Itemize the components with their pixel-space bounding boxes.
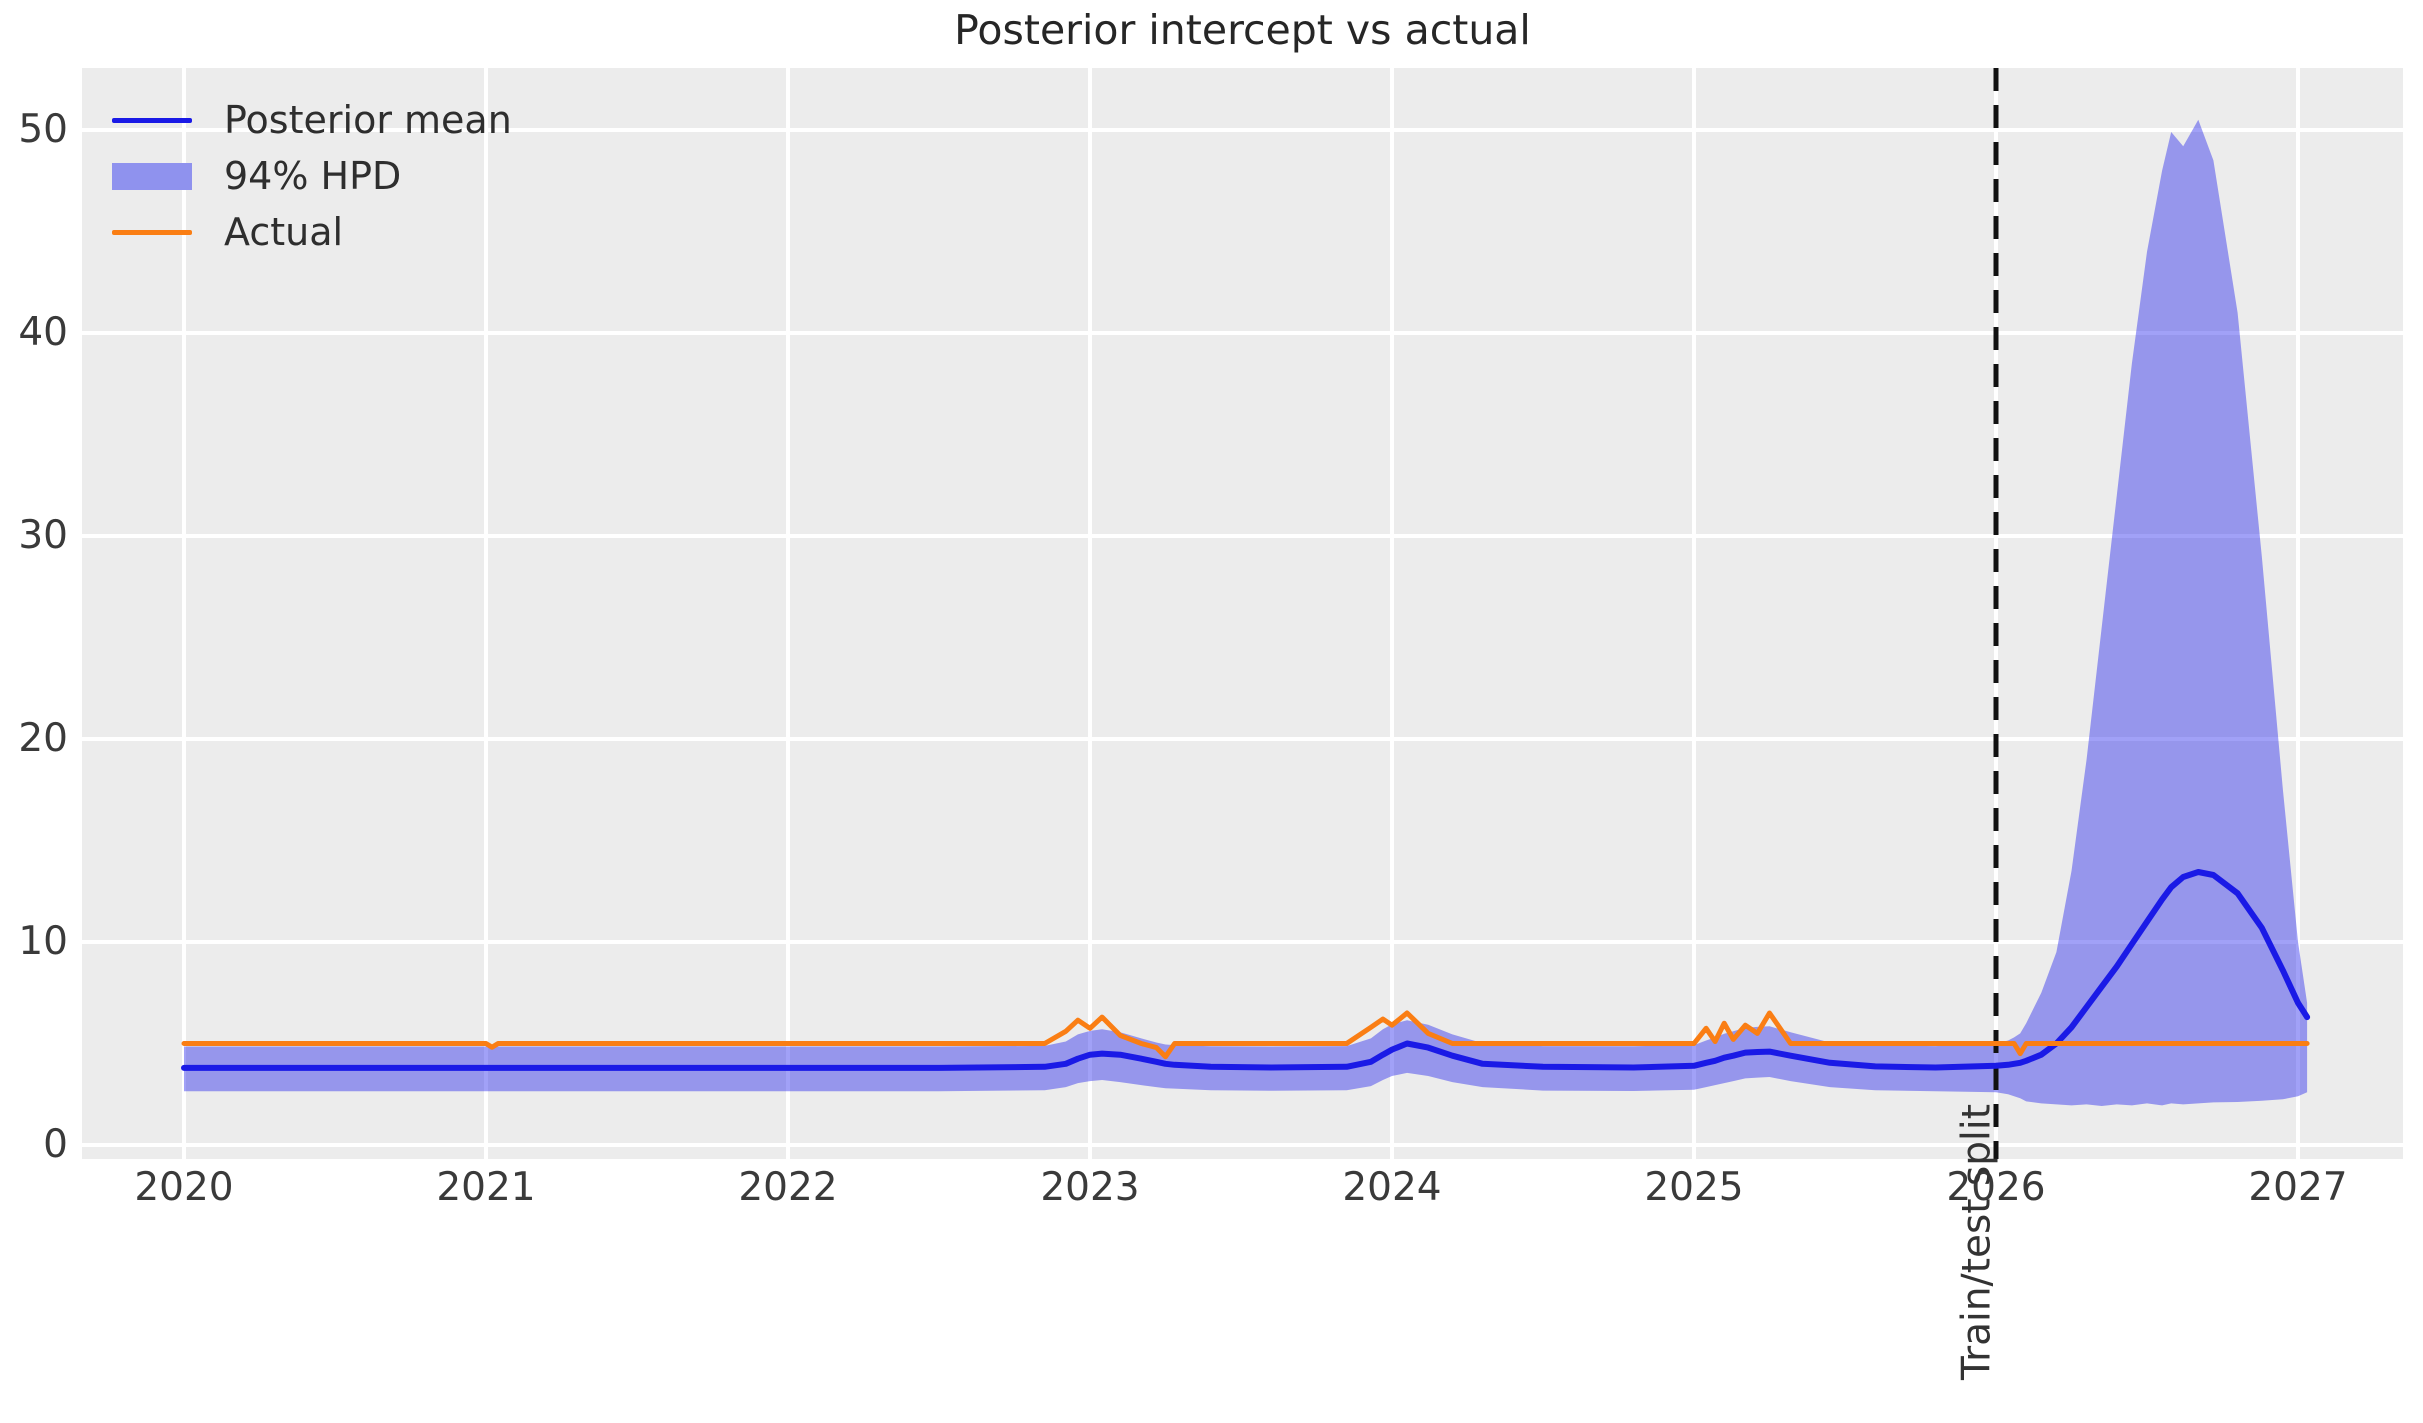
x-tick-label: 2027 [2248, 1165, 2348, 1210]
plot-area: Posterior mean 94% HPD Actual [82, 68, 2403, 1159]
y-tick-label: 20 [18, 716, 68, 761]
x-tick-label: 2021 [436, 1165, 536, 1210]
x-tick-label: 2024 [1342, 1165, 1442, 1210]
y-tick-label: 40 [18, 310, 68, 355]
legend-swatch [112, 163, 192, 190]
x-tick-label: 2022 [738, 1165, 838, 1210]
legend-item-actual: Actual [112, 208, 512, 257]
hpd-band-area [184, 119, 2308, 1107]
legend: Posterior mean 94% HPD Actual [112, 96, 512, 257]
y-tick-label: 50 [18, 107, 68, 152]
legend-label: Actual [224, 210, 344, 254]
y-tick-label: 10 [18, 919, 68, 964]
x-tick-label: 2023 [1040, 1165, 1140, 1210]
plot-svg [82, 68, 2403, 1159]
y-tick-label: 0 [43, 1122, 68, 1167]
legend-label: 94% HPD [224, 154, 402, 198]
legend-swatch [112, 118, 192, 123]
actual-line [181, 1010, 2310, 1060]
posterior-mean-line [181, 869, 2311, 1071]
legend-label: Posterior mean [224, 98, 512, 142]
x-tick-label: 2025 [1644, 1165, 1744, 1210]
x-tick-label: 2026 [1946, 1165, 2046, 1210]
legend-item-posterior-mean: Posterior mean [112, 96, 512, 145]
legend-swatch [112, 230, 192, 235]
legend-item-94-hpd: 94% HPD [112, 152, 512, 201]
y-tick-label: 30 [18, 513, 68, 558]
chart-title: Posterior intercept vs actual [954, 6, 1531, 54]
train-test-split-label: Train/test split [1954, 1103, 2000, 1381]
x-tick-label: 2020 [134, 1165, 234, 1210]
